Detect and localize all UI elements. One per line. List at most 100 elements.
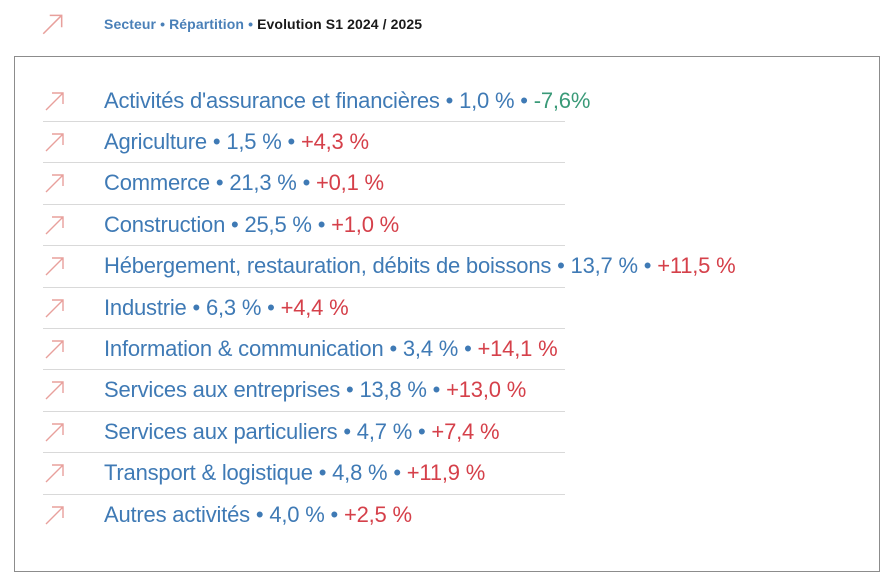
bullet-separator: • xyxy=(330,501,339,527)
sector-change: +11,5 % xyxy=(657,253,736,279)
bullet-separator: • xyxy=(212,128,221,154)
sector-share: 25,5 % xyxy=(244,211,312,237)
sector-share: 4,7 % xyxy=(356,418,413,444)
bullet-separator: • xyxy=(318,460,327,486)
bullet-separator: • xyxy=(520,87,528,113)
row-divider xyxy=(43,120,565,122)
header: Secteur • Répartition • Evolution S1 2024 / … xyxy=(40,8,422,40)
row-divider xyxy=(43,493,565,495)
sector-row: Commerce • 21,3 % • +0,1 % xyxy=(43,163,384,204)
arrow-up-right-icon xyxy=(45,505,64,524)
sector-text: Autres activités • 4,0 % • +2,5 % xyxy=(104,502,412,528)
sector-text: Hébergement, restauration, débits de boi… xyxy=(104,253,736,279)
row-divider xyxy=(43,203,565,205)
bullet-separator: • xyxy=(346,377,354,403)
sector-change: +4,3 % xyxy=(300,128,369,154)
bullet-separator: • xyxy=(215,170,224,196)
sector-share: 13,7 % xyxy=(570,253,638,279)
sector-change: +14,1 % xyxy=(477,335,558,361)
sector-name: Information & communication xyxy=(104,335,384,361)
bullet-separator: • xyxy=(231,211,239,237)
sector-name: Construction xyxy=(104,211,226,237)
sector-change: +4,4 % xyxy=(280,294,349,320)
sector-change: +13,0 % xyxy=(446,377,527,403)
arrow-up-right-icon xyxy=(42,14,63,35)
sector-share: 3,4 % xyxy=(402,335,459,361)
sector-row: Agriculture • 1,5 % • +4,3 % xyxy=(43,121,369,162)
arrow-up-right-icon xyxy=(45,464,64,483)
header-separator: • xyxy=(248,16,254,32)
sector-change: -7,6% xyxy=(533,87,591,113)
sector-name: Commerce xyxy=(104,170,210,196)
sector-change: +2,5 % xyxy=(343,501,412,527)
header-title: Secteur • Répartition • Evolution S1 2024 / … xyxy=(104,16,422,32)
sector-share: 4,8 % xyxy=(332,460,388,486)
bullet-separator: • xyxy=(393,460,401,486)
row-divider xyxy=(43,369,565,371)
arrow-up-right-icon xyxy=(45,298,64,317)
sector-name: Services aux entreprises xyxy=(104,377,341,403)
row-divider xyxy=(43,452,565,454)
row-divider xyxy=(43,327,565,329)
sector-row: Information & communication • 3,4 % • +1… xyxy=(43,328,558,369)
bullet-separator: • xyxy=(557,253,565,279)
sector-text: Construction • 25,5 % • +1,0 % xyxy=(104,212,399,238)
header-evolution: Evolution S1 2024 / 2025 xyxy=(257,16,423,32)
bullet-separator: • xyxy=(192,294,201,320)
sector-panel: Activités d'assurance et financières • 1… xyxy=(14,56,880,572)
header-secteur: Secteur xyxy=(104,16,157,32)
header-repartition: Répartition xyxy=(169,16,245,32)
sector-text: Information & communication • 3,4 % • +1… xyxy=(104,335,558,362)
sector-text: Services aux entreprises • 13,8 % • +13,… xyxy=(104,377,526,403)
arrow-up-right-icon xyxy=(45,174,64,193)
arrow-up-right-icon xyxy=(45,91,64,110)
sector-name: Services aux particuliers xyxy=(104,418,338,444)
row-divider xyxy=(43,162,565,164)
bullet-separator: • xyxy=(417,418,426,444)
sector-change: +7,4 % xyxy=(431,418,500,444)
bullet-separator: • xyxy=(643,253,652,279)
arrow-up-right-icon xyxy=(45,422,64,442)
sector-row: Hébergement, restauration, débits de boi… xyxy=(43,246,736,287)
header-separator: • xyxy=(160,16,166,32)
sector-name: Hébergement, restauration, débits de boi… xyxy=(104,253,552,279)
arrow-up-right-icon xyxy=(45,340,64,359)
bullet-separator: • xyxy=(432,377,441,403)
bullet-separator: • xyxy=(255,501,264,527)
sector-text: Activités d'assurance et financières • 1… xyxy=(104,88,590,114)
sector-row: Services aux particuliers • 4,7 % • +7,4… xyxy=(43,411,500,452)
sector-share: 21,3 % xyxy=(229,170,297,196)
bullet-separator: • xyxy=(464,335,472,361)
sector-text: Services aux particuliers • 4,7 % • +7,4… xyxy=(104,418,500,445)
sector-change: +1,0 % xyxy=(331,211,400,237)
sector-name: Activités d'assurance et financières xyxy=(104,87,440,113)
bullet-separator: • xyxy=(317,211,326,237)
sector-text: Commerce • 21,3 % • +0,1 % xyxy=(104,170,384,196)
bullet-separator: • xyxy=(302,170,311,196)
sector-row: Industrie • 6,3 % • +4,4 % xyxy=(43,287,349,328)
sector-text: Transport & logistique • 4,8 % • +11,9 % xyxy=(104,460,485,486)
bullet-separator: • xyxy=(389,335,397,361)
sector-text: Agriculture • 1,5 % • +4,3 % xyxy=(104,129,369,155)
sector-row: Autres activités • 4,0 % • +2,5 % xyxy=(43,494,412,535)
sector-text: Industrie • 6,3 % • +4,4 % xyxy=(104,294,349,321)
bullet-separator: • xyxy=(343,418,351,444)
arrow-up-right-icon xyxy=(45,257,64,276)
row-divider xyxy=(43,286,565,288)
arrow-up-right-icon xyxy=(45,215,64,235)
row-divider xyxy=(43,410,565,412)
sector-row: Activités d'assurance et financières • 1… xyxy=(43,80,590,121)
bullet-separator: • xyxy=(287,128,296,154)
sector-share: 4,0 % xyxy=(269,501,325,527)
row-divider xyxy=(43,245,565,247)
sector-share: 6,3 % xyxy=(205,294,262,320)
sector-share: 13,8 % xyxy=(359,377,427,403)
sector-name: Industrie xyxy=(104,294,187,320)
sector-share: 1,5 % xyxy=(226,128,282,154)
sector-row: Transport & logistique • 4,8 % • +11,9 % xyxy=(43,453,485,494)
sector-share: 1,0 % xyxy=(459,87,515,113)
sector-change: +0,1 % xyxy=(316,170,384,196)
sector-name: Agriculture xyxy=(104,128,207,154)
arrow-up-right-icon xyxy=(45,381,64,400)
sector-change: +11,9 % xyxy=(406,460,486,486)
